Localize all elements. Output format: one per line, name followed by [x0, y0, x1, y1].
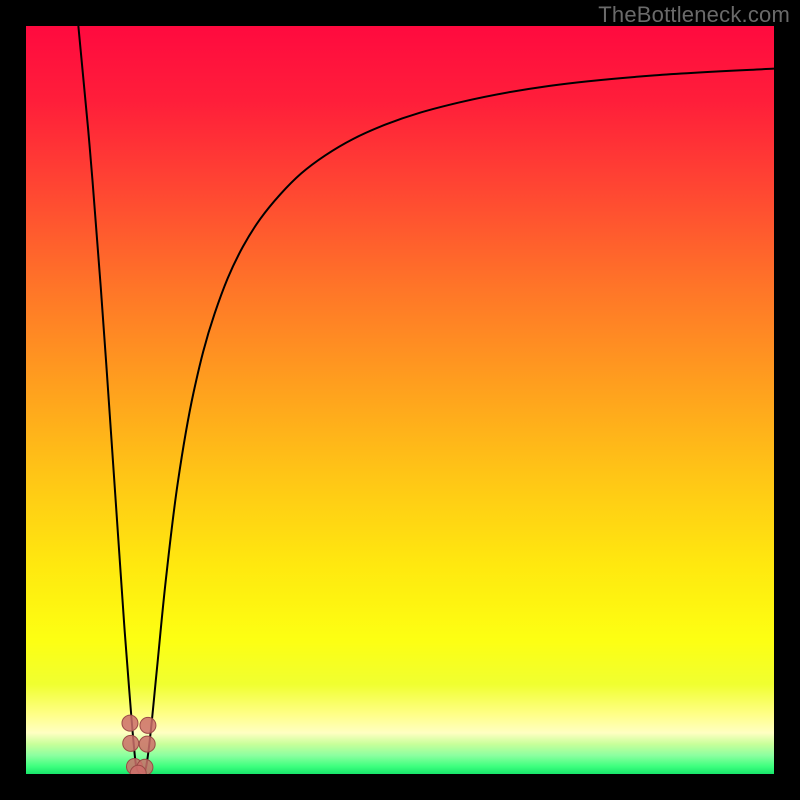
- data-point-marker: [140, 717, 156, 733]
- data-point-marker: [139, 736, 155, 752]
- watermark-text: TheBottleneck.com: [598, 2, 790, 28]
- chart-frame: TheBottleneck.com: [0, 0, 800, 800]
- data-point-marker: [123, 735, 139, 751]
- data-point-marker: [122, 715, 138, 731]
- curve-path: [78, 26, 774, 772]
- valley-markers: [122, 715, 156, 774]
- bottleneck-curve: [26, 26, 774, 774]
- plot-area: [26, 26, 774, 774]
